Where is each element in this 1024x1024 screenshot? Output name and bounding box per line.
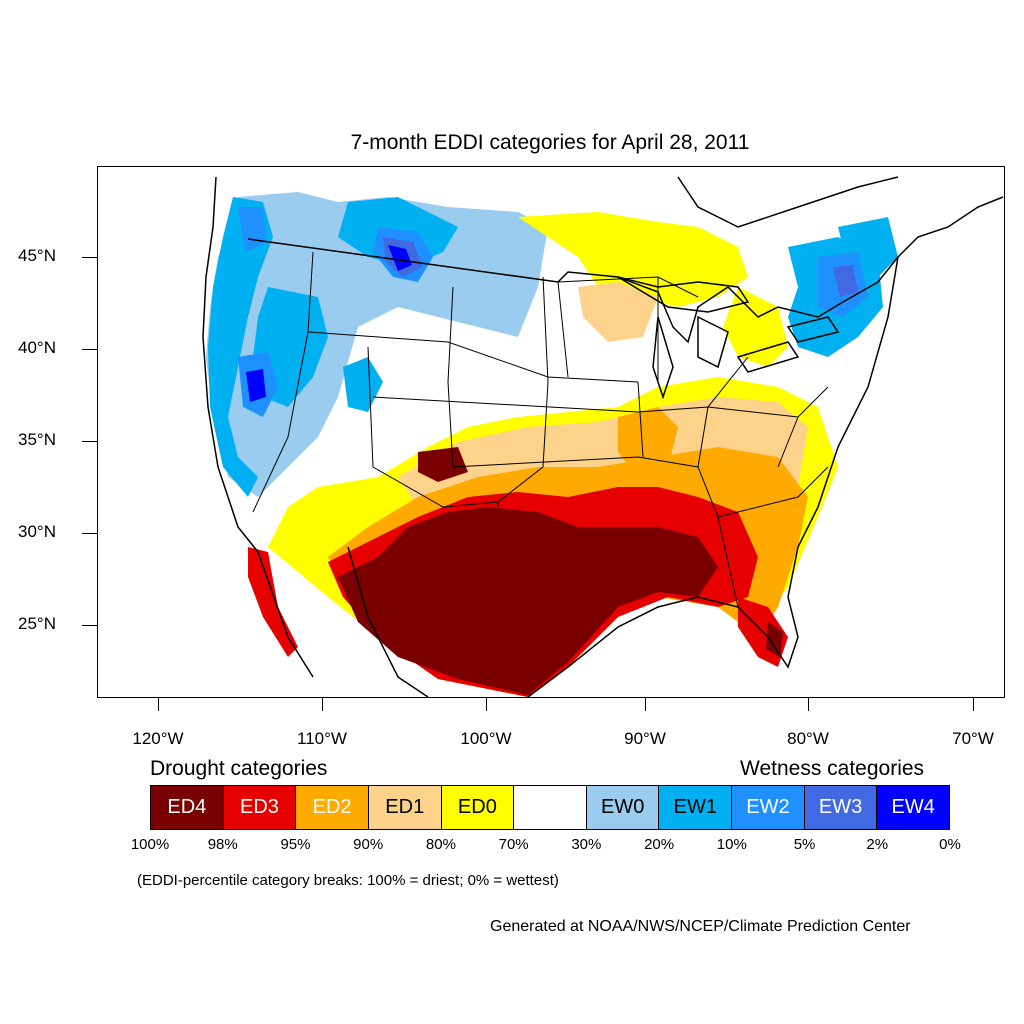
lon-label-100w: 100°W <box>460 729 512 748</box>
ew4-region-montana <box>388 245 412 271</box>
lat-tick <box>82 257 97 258</box>
legend-break-label: 0% <box>939 836 961 853</box>
legend-box-neutral <box>514 786 587 829</box>
legend-note: (EDDI-percentile category break​s: 100% … <box>137 872 559 889</box>
lat-label-25: 25°N <box>18 614 56 633</box>
lon-label-120w: 120°W <box>132 729 184 748</box>
ew1-region-pacific <box>208 197 273 497</box>
legend-break-label: 5% <box>793 836 816 853</box>
map-panel[interactable] <box>97 166 1005 698</box>
lon-tick <box>808 697 809 711</box>
lon-label-80w: 80°W <box>787 729 829 748</box>
legend-break-label: 80% <box>425 836 456 853</box>
state-boundaries <box>247 238 829 608</box>
lon-label-90w: 90°W <box>624 729 666 748</box>
legend-box-ew4: EW4 <box>877 786 950 829</box>
drought-heading: Drought categories <box>150 757 328 780</box>
credit-text: Generated at NOAA/NWS/NCEP/Climate Predi… <box>490 918 911 935</box>
lat-label-40: 40°N <box>18 338 56 357</box>
ed4-region-texas-southwest <box>338 507 718 695</box>
lat-tick <box>82 533 97 534</box>
coastlines <box>202 176 1004 697</box>
legend-box-ew1: EW1 <box>659 786 733 829</box>
legend-break-label: 100% <box>130 836 170 853</box>
lat-label-45: 45°N <box>18 246 56 265</box>
lon-label-70w: 70°W <box>952 729 994 748</box>
legend-box-ed1: ED1 <box>368 786 442 829</box>
legend-box-ed0: ED0 <box>441 786 515 829</box>
legend-break-label: 70% <box>498 836 529 853</box>
lon-tick <box>158 697 159 711</box>
eddi-map <box>202 176 1004 697</box>
legend-break-label: 98% <box>207 836 238 853</box>
ed4-region-florida <box>766 622 783 657</box>
legend-break-label: 20% <box>644 836 675 853</box>
legend-box-ed4: ED4 <box>151 786 224 829</box>
lon-label-110w: 110°W <box>297 729 347 748</box>
ew4-region-nevada <box>246 369 266 402</box>
ed4-region-oklahoma <box>418 447 468 482</box>
ed1-region-michigan <box>578 282 658 342</box>
legend-box-ew0: EW0 <box>586 786 660 829</box>
map-title: 7-month EDDI categories for April 28, 20… <box>350 131 750 154</box>
great-lakes <box>617 276 840 400</box>
ew3-region-northeast <box>833 265 858 297</box>
legend-box-ew2: EW2 <box>732 786 805 829</box>
lon-tick <box>322 697 323 711</box>
lon-tick <box>973 697 974 711</box>
ew1-region-utah <box>343 357 383 412</box>
lat-tick <box>82 349 97 350</box>
lat-tick <box>82 441 97 442</box>
legend-break-label: 2% <box>866 836 889 853</box>
lon-tick <box>486 697 487 711</box>
lat-label-35: 35°N <box>18 430 56 449</box>
legend-box-ed2: ED2 <box>296 786 369 829</box>
legend-break-label: 95% <box>280 836 311 853</box>
legend-break-label: 90% <box>353 836 384 853</box>
legend-bar: ED4 ED3 ED2 ED1 ED0 EW0 EW1 EW2 EW3 EW4 <box>150 785 950 830</box>
legend-break-label: 30% <box>571 836 602 853</box>
legend-box-ew3: EW3 <box>804 786 878 829</box>
lon-tick <box>645 697 646 711</box>
legend-box-ed3: ED3 <box>223 786 297 829</box>
lat-label-30: 30°N <box>18 522 56 541</box>
wetness-heading: Wetness categories <box>740 757 925 780</box>
ed2-region-midwest <box>618 407 678 477</box>
lat-tick <box>82 625 97 626</box>
legend-break-label: 10% <box>716 836 747 853</box>
